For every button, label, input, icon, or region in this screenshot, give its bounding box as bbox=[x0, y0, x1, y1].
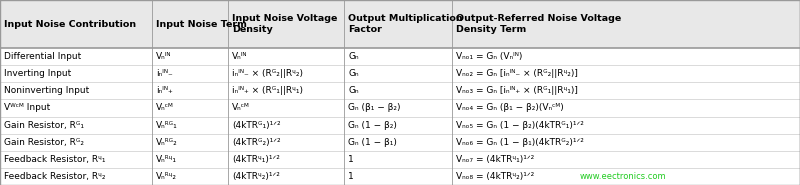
Text: (4kTRᴳ₂)¹ᐟ²: (4kTRᴳ₂)¹ᐟ² bbox=[232, 138, 281, 147]
Text: Gₙ (β₁ − β₂): Gₙ (β₁ − β₂) bbox=[348, 103, 401, 112]
Text: Gain Resistor, Rᴳ₂: Gain Resistor, Rᴳ₂ bbox=[4, 138, 84, 147]
Text: Vₙᶜᴹ: Vₙᶜᴹ bbox=[232, 103, 250, 112]
Text: Vₙᴿᶣ₂: Vₙᴿᶣ₂ bbox=[156, 172, 177, 181]
Text: iₙᴵᴺ₊ × (Rᴳ₁||Rᶣ₁): iₙᴵᴺ₊ × (Rᴳ₁||Rᶣ₁) bbox=[232, 86, 303, 95]
Text: Gₙ: Gₙ bbox=[348, 52, 358, 61]
Text: (4kTRᶣ₂)¹ᐟ²: (4kTRᶣ₂)¹ᐟ² bbox=[232, 172, 280, 181]
Text: Input Noise Contribution: Input Noise Contribution bbox=[4, 20, 136, 28]
Text: Vᵂᶜᴹ Input: Vᵂᶜᴹ Input bbox=[4, 103, 50, 112]
Text: Vₙᴵᴺ: Vₙᴵᴺ bbox=[232, 52, 247, 61]
Text: Vₙᴵᴺ: Vₙᴵᴺ bbox=[156, 52, 171, 61]
Text: (4kTRᴳ₁)¹ᐟ²: (4kTRᴳ₁)¹ᐟ² bbox=[232, 121, 281, 130]
Text: Vₙₒ₂ = Gₙ [iₙᴵᴺ₋ × (Rᴳ₂||Rᶣ₂)]: Vₙₒ₂ = Gₙ [iₙᴵᴺ₋ × (Rᴳ₂||Rᶣ₂)] bbox=[456, 69, 578, 78]
Text: Vₙₒ₅ = Gₙ (1 − β₂)(4kTRᴳ₁)¹ᐟ²: Vₙₒ₅ = Gₙ (1 − β₂)(4kTRᴳ₁)¹ᐟ² bbox=[456, 121, 584, 130]
Bar bbox=[0, 0, 800, 48]
Text: Input Noise Voltage
Density: Input Noise Voltage Density bbox=[232, 14, 338, 34]
Text: 1: 1 bbox=[348, 155, 354, 164]
Text: Gain Resistor, Rᴳ₁: Gain Resistor, Rᴳ₁ bbox=[4, 121, 84, 130]
Text: Input Noise Term: Input Noise Term bbox=[156, 20, 247, 28]
Text: Noninverting Input: Noninverting Input bbox=[4, 86, 90, 95]
Text: Output Multiplication
Factor: Output Multiplication Factor bbox=[348, 14, 462, 34]
Text: Vₙₒ₇ = (4kTRᶣ₁)¹ᐟ²: Vₙₒ₇ = (4kTRᶣ₁)¹ᐟ² bbox=[456, 155, 534, 164]
Text: Gₙ (1 − β₁): Gₙ (1 − β₁) bbox=[348, 138, 397, 147]
Text: Feedback Resistor, Rᶣ₂: Feedback Resistor, Rᶣ₂ bbox=[4, 172, 106, 181]
Text: Vₙₒ₈ = (4kTRᶣ₂)¹ᐟ²: Vₙₒ₈ = (4kTRᶣ₂)¹ᐟ² bbox=[456, 172, 534, 181]
Text: Vₙₒ₆ = Gₙ (1 − β₁)(4kTRᴳ₂)¹ᐟ²: Vₙₒ₆ = Gₙ (1 − β₁)(4kTRᴳ₂)¹ᐟ² bbox=[456, 138, 584, 147]
Text: 1: 1 bbox=[348, 172, 354, 181]
Text: iₙᴵᴺ₋: iₙᴵᴺ₋ bbox=[156, 69, 173, 78]
Text: Vₙᴿᴳ₂: Vₙᴿᴳ₂ bbox=[156, 138, 178, 147]
Text: Vₙᴿᶣ₁: Vₙᴿᶣ₁ bbox=[156, 155, 177, 164]
Text: Vₙᴿᴳ₁: Vₙᴿᴳ₁ bbox=[156, 121, 178, 130]
Text: Output-Referred Noise Voltage
Density Term: Output-Referred Noise Voltage Density Te… bbox=[456, 14, 622, 34]
Text: www.eectronics.com: www.eectronics.com bbox=[580, 172, 666, 181]
Text: iₙᴵᴺ₋ × (Rᴳ₂||Rᶣ₂): iₙᴵᴺ₋ × (Rᴳ₂||Rᶣ₂) bbox=[232, 69, 303, 78]
Text: Vₙₒ₃ = Gₙ [iₙᴵᴺ₊ × (Rᴳ₁||Rᶣ₁)]: Vₙₒ₃ = Gₙ [iₙᴵᴺ₊ × (Rᴳ₁||Rᶣ₁)] bbox=[456, 86, 578, 95]
Text: Gₙ: Gₙ bbox=[348, 69, 358, 78]
Text: iₙᴵᴺ₊: iₙᴵᴺ₊ bbox=[156, 86, 173, 95]
Text: Inverting Input: Inverting Input bbox=[4, 69, 71, 78]
Text: Vₙₒ₁ = Gₙ (Vₙᴵᴺ): Vₙₒ₁ = Gₙ (Vₙᴵᴺ) bbox=[456, 52, 522, 61]
Text: Feedback Resistor, Rᶣ₁: Feedback Resistor, Rᶣ₁ bbox=[4, 155, 106, 164]
Text: Vₙₒ₄ = Gₙ (β₁ − β₂)(Vₙᶜᴹ): Vₙₒ₄ = Gₙ (β₁ − β₂)(Vₙᶜᴹ) bbox=[456, 103, 564, 112]
Text: Differential Input: Differential Input bbox=[4, 52, 82, 61]
Text: Gₙ: Gₙ bbox=[348, 86, 358, 95]
Text: Vₙᶜᴹ: Vₙᶜᴹ bbox=[156, 103, 174, 112]
Text: Gₙ (1 − β₂): Gₙ (1 − β₂) bbox=[348, 121, 397, 130]
Text: (4kTRᶣ₁)¹ᐟ²: (4kTRᶣ₁)¹ᐟ² bbox=[232, 155, 280, 164]
